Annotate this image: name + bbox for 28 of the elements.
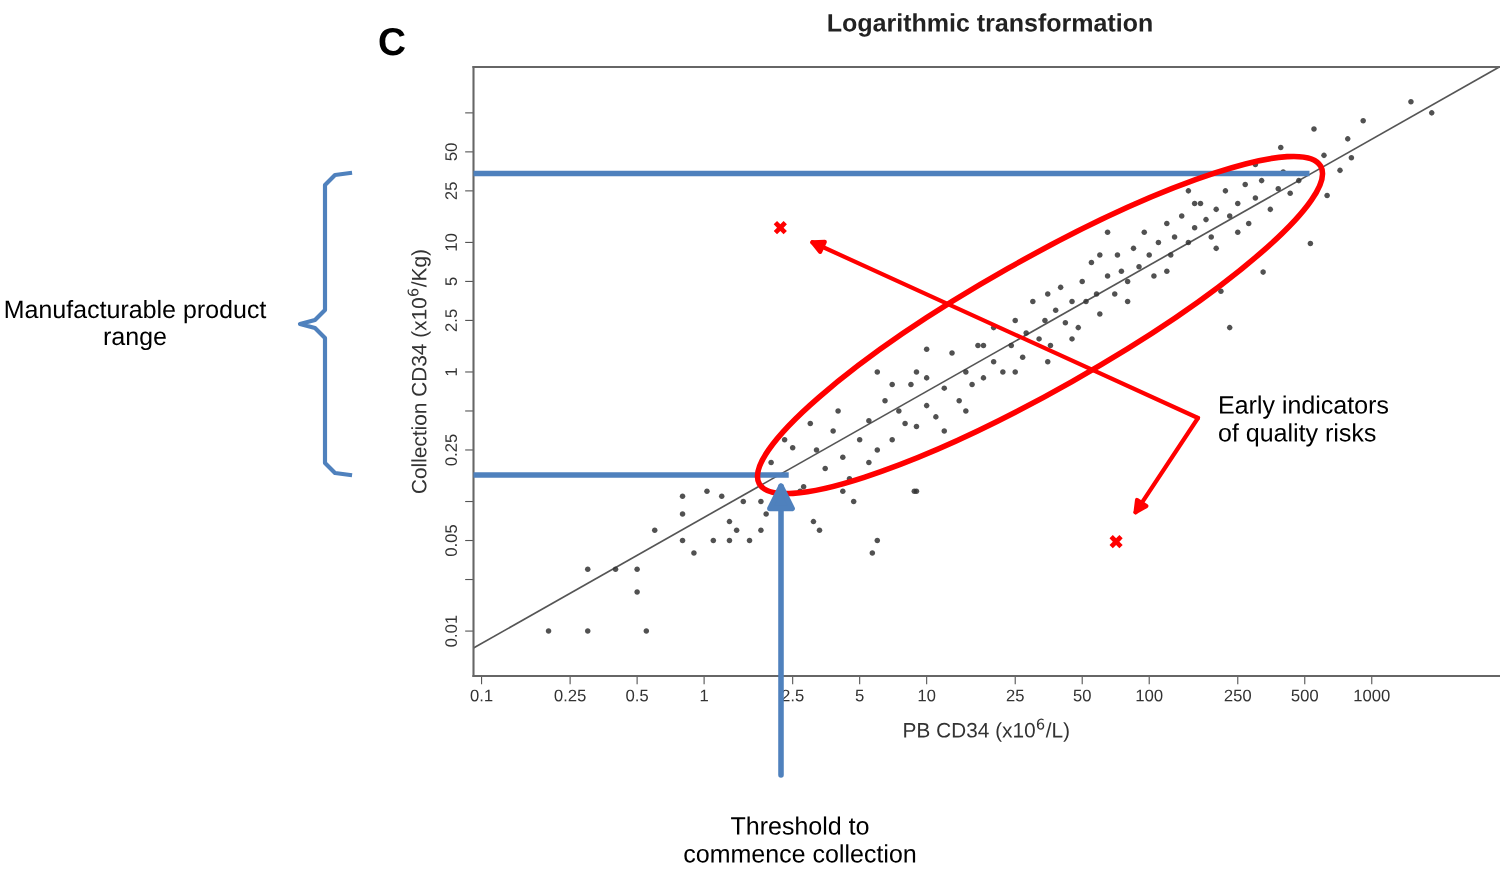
y-tick-label: 0.01 (445, 615, 458, 647)
x-axis-title: PB CD34 (x10$^{6}$/L) (904, 718, 1069, 742)
y-axis-title: Collection CD34 (x10$^{6}$/Kg) (407, 250, 431, 494)
y-tick-label: 25 (445, 182, 458, 200)
x-tick-label: 25 (1006, 689, 1024, 702)
text: C (379, 27, 405, 56)
y-tick-label: 10 (445, 233, 458, 251)
x-tick-label: 1 (700, 689, 708, 702)
y-tick-label: 0.25 (445, 434, 458, 466)
x-tick-label: 0.25 (554, 689, 586, 702)
x-tick-label: 10 (918, 689, 936, 702)
x-tick-label: 250 (1224, 689, 1252, 702)
x-tick-label: 1000 (1354, 689, 1390, 702)
y-tick-label: 2.5 (445, 309, 458, 332)
x-tick-label: 0.5 (626, 689, 648, 702)
y-tick-label: 0.05 (445, 525, 458, 557)
y-tick-label: 5 (445, 277, 458, 286)
x-tick-label: 100 (1136, 689, 1163, 702)
text: Manufacturable product range (5, 299, 267, 351)
x-tick-label: 500 (1291, 689, 1319, 702)
x-tick-label: 0.1 (470, 689, 493, 702)
y-tick-label: 1 (445, 368, 457, 376)
x-tick-label: 5 (855, 689, 864, 702)
chart-title: Logarithmic transformation (828, 13, 1152, 37)
text: Threshold to commence collection (684, 816, 916, 863)
annotation: Early indicators of quality risks (1219, 395, 1388, 447)
y-tick-label: 50 (445, 143, 458, 161)
x-tick-label: 50 (1073, 689, 1091, 702)
